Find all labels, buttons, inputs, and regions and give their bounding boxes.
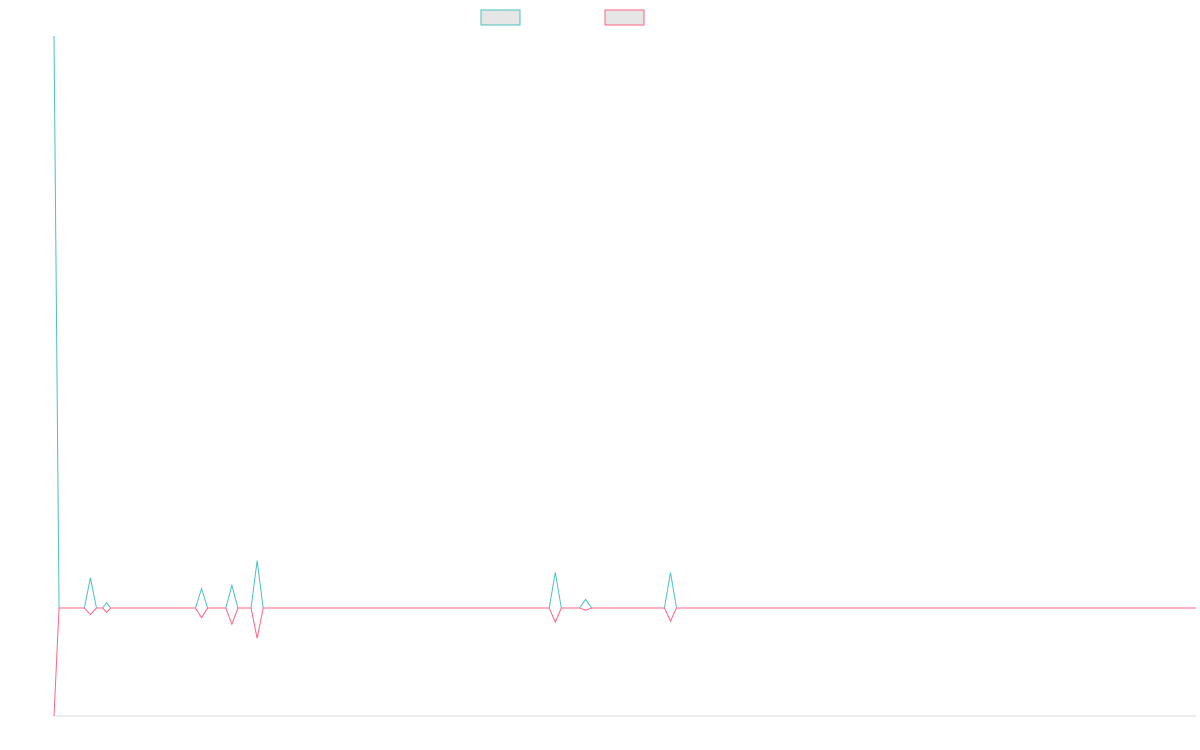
- legend-series-2-swatch[interactable]: [604, 9, 645, 26]
- legend-series-1-swatch[interactable]: [480, 9, 521, 26]
- series-1-line: [53, 35, 1196, 609]
- legend[interactable]: [480, 9, 645, 26]
- series-2-line: [53, 607, 1196, 717]
- plot-area: [53, 35, 1196, 717]
